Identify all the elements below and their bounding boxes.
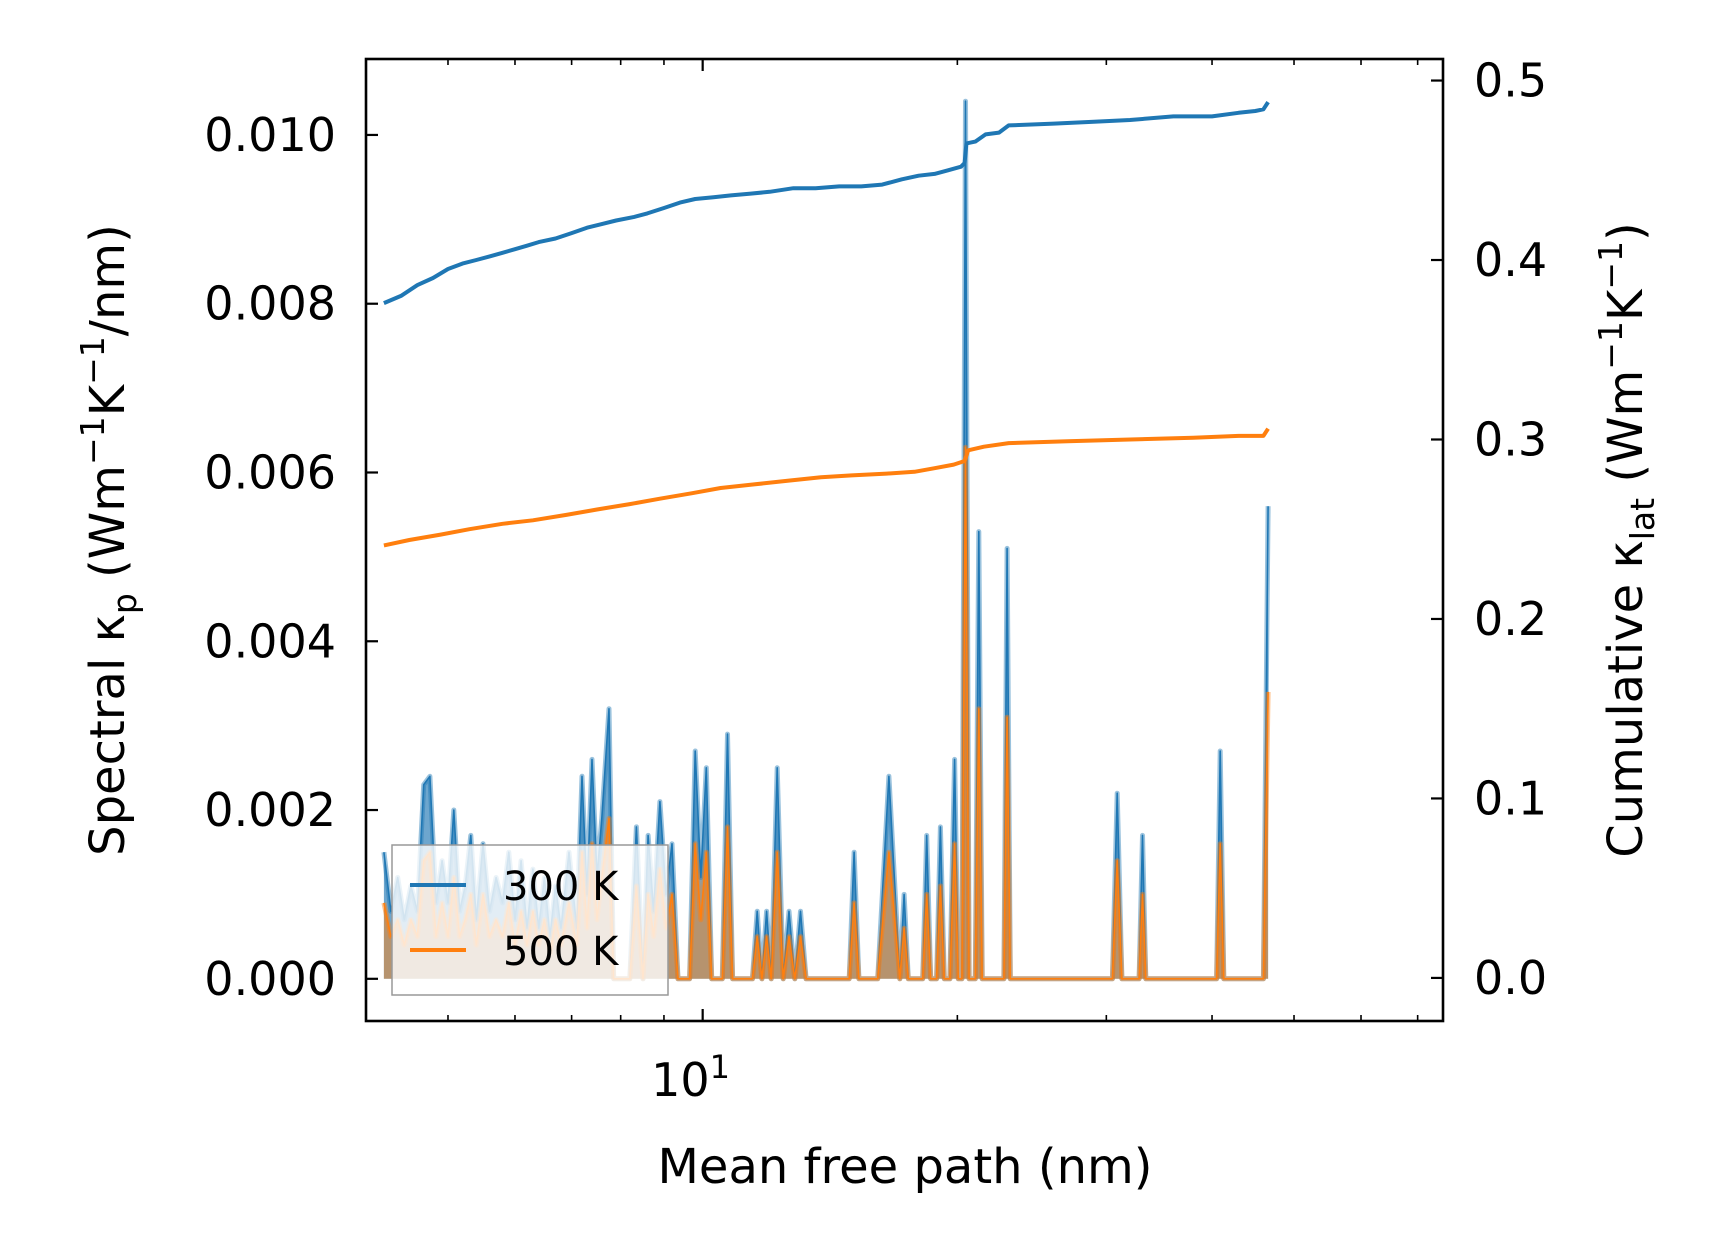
cumulative-300K-line [383, 101, 1270, 305]
right-axis-label: Cumulative κlat (Wm−1K−1) [1591, 222, 1662, 858]
right-y-tick-label: 0.5 [1474, 54, 1547, 108]
legend-label-300K: 300 K [503, 864, 620, 910]
left-y-tick-label: 0.000 [204, 952, 336, 1006]
right-y-tick-label: 0.0 [1474, 951, 1547, 1005]
cumulative-line-layer [383, 101, 1270, 548]
right-y-tick-label: 0.2 [1474, 592, 1547, 646]
right-y-tick-label: 0.1 [1474, 771, 1547, 825]
right-y-tick-label: 0.3 [1474, 412, 1547, 466]
left-y-tick-label: 0.008 [204, 277, 336, 331]
right-y-tick-label: 0.4 [1474, 233, 1547, 287]
x-axis-label: Mean free path (nm) [658, 1139, 1153, 1195]
left-y-tick-label: 0.006 [204, 445, 336, 499]
left-y-tick-label: 0.010 [204, 108, 336, 162]
plot-frame [364, 57, 1445, 1023]
tick-layer: 0.000 0.002 0.004 0.006 0.008 0.010 0.0 0.1 0.2 0… [204, 54, 1547, 1021]
legend-box [391, 844, 669, 996]
left-axis-label: Spectral κp (Wm−1K−1/nm) [73, 224, 144, 856]
legend-label-500K: 500 K [503, 929, 620, 975]
legend: 300 K 500 K [391, 844, 669, 996]
left-y-tick-label: 0.004 [204, 614, 336, 668]
x-tick-label-10: 101 [651, 1048, 730, 1107]
left-y-tick-label: 0.002 [204, 783, 336, 837]
cumulative-500K-line [383, 427, 1270, 548]
